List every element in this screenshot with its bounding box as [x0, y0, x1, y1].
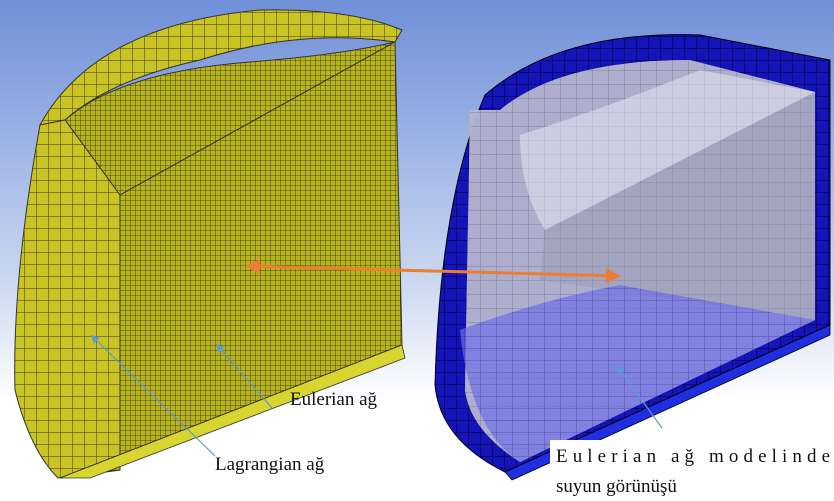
label: Lagrangian ağ: [215, 454, 325, 475]
label: suyun görünüşü: [556, 476, 677, 497]
figure: Eulerian ağ Lagrangian ağ Eulerian ağ mo…: [0, 0, 834, 501]
label: Eulerian ağ: [290, 389, 378, 410]
